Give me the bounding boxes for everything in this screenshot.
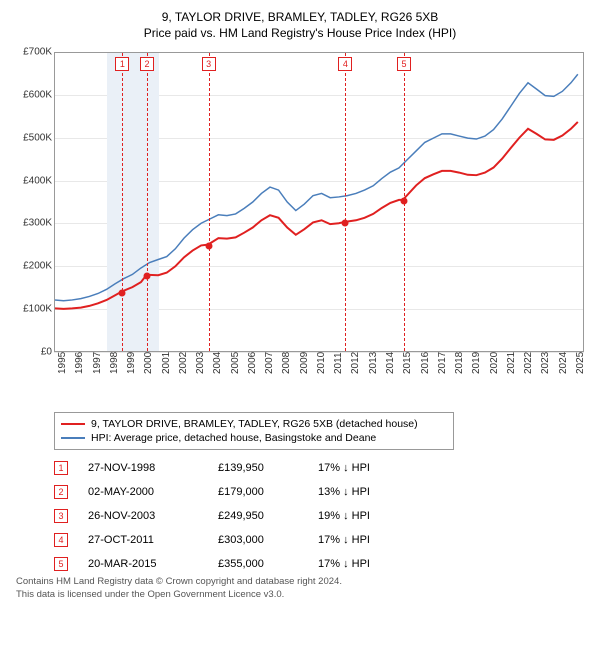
legend-item-property: 9, TAYLOR DRIVE, BRAMLEY, TADLEY, RG26 5… — [61, 417, 447, 431]
chart-subtitle: Price paid vs. HM Land Registry's House … — [8, 26, 592, 40]
x-axis-label: 2022 — [523, 352, 534, 374]
x-axis-label: 2002 — [178, 352, 189, 374]
transaction-vline — [345, 53, 346, 351]
x-axis-label: 2011 — [333, 352, 344, 374]
x-axis-label: 2015 — [402, 352, 413, 374]
x-axis-label: 2005 — [230, 352, 241, 374]
row-number: 2 — [54, 485, 68, 499]
transaction-vline — [122, 53, 123, 351]
row-number: 3 — [54, 509, 68, 523]
y-axis-label: £200K — [8, 261, 52, 272]
x-axis-label: 2014 — [385, 352, 396, 374]
plot-area: 12 3 4 5 — [54, 52, 584, 352]
x-axis-label: 2004 — [212, 352, 223, 374]
row-number: 5 — [54, 557, 68, 571]
transaction-dot — [119, 290, 126, 297]
x-axis-label: 2000 — [143, 352, 154, 374]
row-price: £139,950 — [218, 462, 298, 474]
row-price: £355,000 — [218, 558, 298, 570]
transaction-marker: 1 — [115, 57, 129, 71]
transaction-marker: 2 — [140, 57, 154, 71]
table-row: 1 27-NOV-1998 £139,950 17% ↓ HPI — [54, 456, 534, 480]
footer-attribution: Contains HM Land Registry data © Crown c… — [16, 576, 592, 602]
x-axis-label: 2017 — [437, 352, 448, 374]
transaction-vline — [147, 53, 148, 351]
y-axis-label: £100K — [8, 304, 52, 315]
x-axis-label: 2018 — [454, 352, 465, 374]
row-diff: 17% ↓ HPI — [318, 534, 418, 546]
row-diff: 17% ↓ HPI — [318, 558, 418, 570]
transaction-dot — [401, 197, 408, 204]
x-axis-label: 1998 — [109, 352, 120, 374]
table-row: 5 20-MAR-2015 £355,000 17% ↓ HPI — [54, 552, 534, 576]
row-date: 27-NOV-1998 — [88, 462, 198, 474]
legend-swatch — [61, 423, 85, 425]
y-axis-label: £300K — [8, 218, 52, 229]
legend: 9, TAYLOR DRIVE, BRAMLEY, TADLEY, RG26 5… — [54, 412, 454, 450]
x-axis-label: 2024 — [558, 352, 569, 374]
legend-label: HPI: Average price, detached house, Basi… — [91, 432, 376, 444]
x-axis-label: 2006 — [247, 352, 258, 374]
transaction-vline — [209, 53, 210, 351]
row-date: 27-OCT-2011 — [88, 534, 198, 546]
y-axis-label: £500K — [8, 132, 52, 143]
legend-label: 9, TAYLOR DRIVE, BRAMLEY, TADLEY, RG26 5… — [91, 418, 418, 430]
x-axis-label: 2008 — [281, 352, 292, 374]
chart-title: 9, TAYLOR DRIVE, BRAMLEY, TADLEY, RG26 5… — [8, 10, 592, 24]
table-row: 3 26-NOV-2003 £249,950 19% ↓ HPI — [54, 504, 534, 528]
transaction-dot — [144, 273, 151, 280]
x-axis-label: 2019 — [471, 352, 482, 374]
row-price: £249,950 — [218, 510, 298, 522]
x-axis-label: 2025 — [575, 352, 586, 374]
row-date: 02-MAY-2000 — [88, 486, 198, 498]
row-price: £179,000 — [218, 486, 298, 498]
row-diff: 19% ↓ HPI — [318, 510, 418, 522]
x-axis-label: 1996 — [74, 352, 85, 374]
series-hpi — [55, 74, 578, 300]
x-axis-label: 2010 — [316, 352, 327, 374]
row-diff: 13% ↓ HPI — [318, 486, 418, 498]
y-axis-label: £400K — [8, 175, 52, 186]
footer-line: Contains HM Land Registry data © Crown c… — [16, 576, 592, 589]
transaction-marker: 5 — [397, 57, 411, 71]
x-axis-label: 2001 — [161, 352, 172, 374]
x-axis-label: 2013 — [368, 352, 379, 374]
x-axis-label: 2023 — [540, 352, 551, 374]
row-number: 1 — [54, 461, 68, 475]
x-axis-label: 2021 — [506, 352, 517, 374]
row-date: 26-NOV-2003 — [88, 510, 198, 522]
transaction-marker: 4 — [338, 57, 352, 71]
y-axis-label: £600K — [8, 89, 52, 100]
row-number: 4 — [54, 533, 68, 547]
transactions-table: 1 27-NOV-1998 £139,950 17% ↓ HPI 2 02-MAY-200… — [54, 456, 534, 576]
transaction-dot — [342, 220, 349, 227]
x-axis-label: 2009 — [299, 352, 310, 374]
chart-container: £0£100K£200K£300K£400K£500K£600K£700K 12… — [8, 48, 592, 408]
transaction-marker: 3 — [202, 57, 216, 71]
row-diff: 17% ↓ HPI — [318, 462, 418, 474]
x-axis-label: 1995 — [57, 352, 68, 374]
x-axis-label: 1999 — [126, 352, 137, 374]
transaction-dot — [205, 242, 212, 249]
y-axis-label: £700K — [8, 47, 52, 58]
y-axis-label: £0 — [8, 347, 52, 358]
x-axis-label: 2020 — [489, 352, 500, 374]
series-property — [55, 122, 578, 309]
table-row: 4 27-OCT-2011 £303,000 17% ↓ HPI — [54, 528, 534, 552]
x-axis-label: 2007 — [264, 352, 275, 374]
x-axis-label: 2012 — [350, 352, 361, 374]
legend-swatch — [61, 437, 85, 439]
legend-item-hpi: HPI: Average price, detached house, Basi… — [61, 431, 447, 445]
table-row: 2 02-MAY-2000 £179,000 13% ↓ HPI — [54, 480, 534, 504]
row-price: £303,000 — [218, 534, 298, 546]
x-axis-label: 1997 — [92, 352, 103, 374]
row-date: 20-MAR-2015 — [88, 558, 198, 570]
x-axis-label: 2003 — [195, 352, 206, 374]
footer-line: This data is licensed under the Open Gov… — [16, 589, 592, 602]
x-axis-label: 2016 — [420, 352, 431, 374]
